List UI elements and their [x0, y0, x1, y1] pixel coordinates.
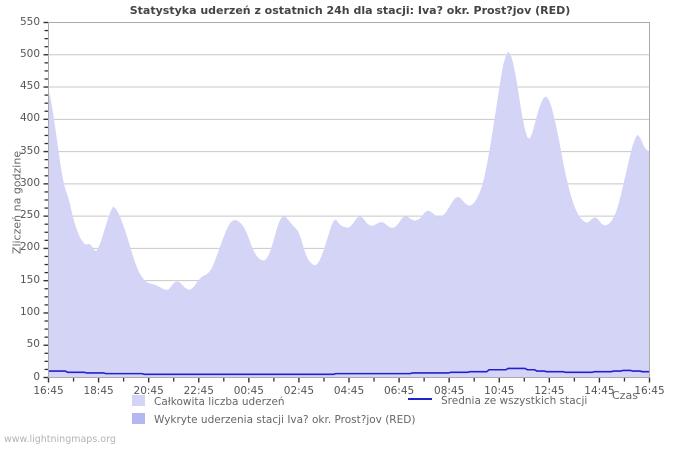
y-tick-label: 150 — [19, 273, 40, 286]
x-ticks — [47, 377, 651, 383]
legend-item-total: Całkowita liczba uderzeń — [132, 395, 285, 408]
x-tick-label: 22:45 — [183, 384, 214, 397]
plot-frame — [48, 22, 650, 378]
legend-swatch-detected-icon — [132, 413, 145, 424]
legend-item-detected: Wykryte uderzenia stacji Iva? okr. Prost… — [132, 413, 415, 426]
y-tick-label: 500 — [19, 47, 40, 60]
y-tick-label: 300 — [19, 176, 40, 189]
x-axis-label: Czas — [612, 389, 638, 402]
watermark: www.lightningmaps.org — [4, 434, 116, 445]
y-tick-label: 450 — [19, 80, 40, 93]
y-tick-label: 550 — [19, 15, 40, 28]
y-tick-label: 0 — [33, 370, 40, 383]
x-tick-label: 14:45 — [584, 384, 615, 397]
chart-title: Statystyka uderzeń z ostatnich 24h dla s… — [129, 4, 571, 17]
legend-item-average: Średnia ze wszystkich stacji — [408, 395, 587, 407]
legend-label-total: Całkowita liczba uderzeń — [154, 396, 285, 408]
series-area-total — [48, 51, 650, 378]
x-tick-label: 04:45 — [333, 384, 365, 397]
y-tick-label: 400 — [19, 112, 40, 125]
y-tick-label: 50 — [26, 338, 40, 351]
legend-swatch-total-icon — [132, 395, 145, 406]
y-tick-label: 250 — [19, 209, 40, 222]
y-tick-label: 100 — [19, 305, 40, 318]
legend-line-average-icon — [408, 398, 432, 400]
x-tick-label: 10:45 — [484, 384, 515, 397]
legend-label-detected: Wykryte uderzenia stacji Iva? okr. Prost… — [154, 414, 416, 426]
chart-legend: Całkowita liczba uderzeń Średnia ze wszy… — [0, 393, 700, 427]
x-tick-label: 20:45 — [133, 384, 164, 397]
x-tick-label: 18:45 — [83, 384, 114, 397]
y-tick-label: 200 — [19, 241, 40, 254]
x-tick-label: 00:45 — [233, 384, 264, 397]
x-tick-label: 08:45 — [434, 384, 465, 397]
y-minor-ticks — [43, 21, 49, 379]
x-tick-label: 16:45 — [634, 384, 665, 397]
series-line-average — [48, 367, 650, 376]
legend-label-average: Średnia ze wszystkich stacji — [441, 395, 588, 407]
x-tick-label: 02:45 — [283, 384, 315, 397]
x-tick-label: 16:45 — [33, 384, 64, 397]
x-tick-label: 12:45 — [534, 384, 565, 397]
x-tick-label: 06:45 — [383, 384, 415, 397]
y-tick-label: 350 — [19, 144, 40, 157]
